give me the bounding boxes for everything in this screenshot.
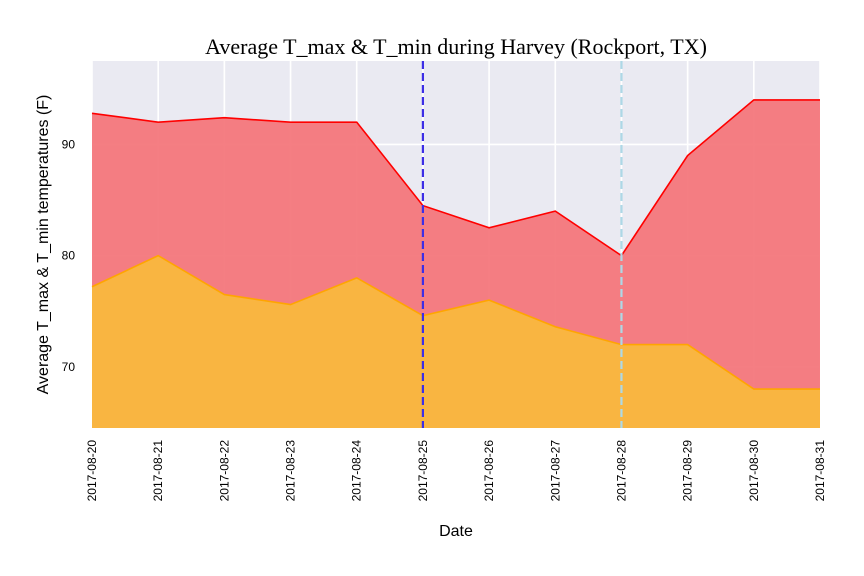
tmin-area bbox=[92, 255, 820, 428]
y-tick-label: 70 bbox=[62, 360, 76, 374]
x-tick-labels: 2017-08-20 2017-08-21 2017-08-22 2017-08-23… bbox=[85, 440, 827, 502]
tmin-line bbox=[91, 254, 820, 390]
x-tick-label: 2017-08-22 bbox=[217, 440, 231, 502]
x-tick-label: 2017-08-28 bbox=[614, 440, 628, 502]
x-tick-label: 2017-08-27 bbox=[548, 440, 562, 502]
x-tick-label: 2017-08-26 bbox=[482, 440, 496, 502]
x-axis-label: Date bbox=[439, 523, 473, 540]
y-tick-label: 90 bbox=[62, 137, 76, 151]
x-tick-label: 2017-08-24 bbox=[350, 440, 364, 502]
areas bbox=[91, 99, 820, 428]
chart-title: Average T_max & T_min during Harvey (Roc… bbox=[205, 34, 707, 59]
x-tick-label: 2017-08-21 bbox=[151, 440, 165, 502]
x-tick-label: 2017-08-25 bbox=[416, 440, 430, 502]
x-tick-label: 2017-08-23 bbox=[284, 440, 298, 502]
x-tick-label: 2017-08-31 bbox=[813, 440, 827, 502]
x-tick-label: 2017-08-20 bbox=[85, 440, 99, 502]
x-tick-label: 2017-08-30 bbox=[747, 440, 761, 502]
tmax-line bbox=[91, 99, 820, 257]
y-tick-label: 80 bbox=[62, 249, 76, 263]
x-tick-label: 2017-08-29 bbox=[681, 440, 695, 502]
event-lines bbox=[421, 61, 623, 428]
y-tick-labels: 70 80 90 bbox=[62, 137, 76, 373]
y-axis-label: Average T_max & T_min temperatures (F) bbox=[35, 95, 52, 395]
